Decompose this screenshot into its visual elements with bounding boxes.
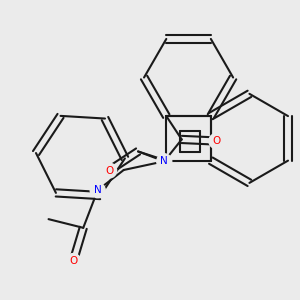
Circle shape	[102, 163, 117, 178]
Text: N: N	[160, 156, 168, 166]
Circle shape	[66, 254, 81, 268]
Text: O: O	[69, 256, 77, 266]
Circle shape	[209, 134, 224, 148]
Circle shape	[90, 183, 105, 198]
Circle shape	[157, 154, 172, 169]
Text: O: O	[212, 136, 220, 146]
Text: N: N	[94, 185, 102, 195]
Text: O: O	[105, 166, 113, 176]
